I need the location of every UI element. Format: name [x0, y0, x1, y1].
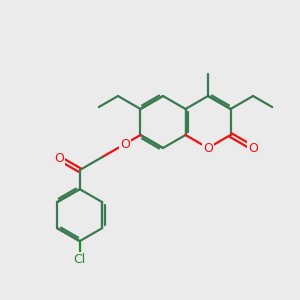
Text: O: O — [248, 142, 258, 154]
Text: O: O — [55, 152, 64, 165]
Text: Cl: Cl — [74, 253, 86, 266]
Text: O: O — [203, 142, 213, 154]
Text: O: O — [120, 138, 130, 151]
